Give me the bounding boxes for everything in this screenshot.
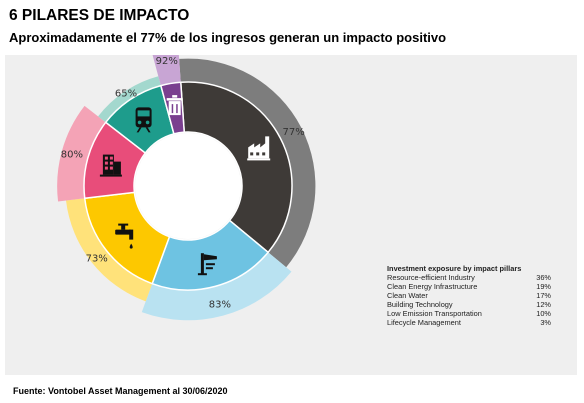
train-icon [135, 107, 152, 133]
legend-value: 36% [536, 273, 551, 283]
source-note: Fuente: Vontobel Asset Management al 30/… [13, 386, 228, 396]
donut-hole [135, 133, 241, 239]
legend-row: Lifecycle Management 3% [387, 317, 551, 328]
chart-subtitle: Aproximadamente el 77% de los ingresos g… [9, 30, 447, 45]
legend-row: Clean Water 17% [387, 291, 551, 301]
chart-title: 6 PILARES DE IMPACTO [9, 7, 190, 24]
impact-label-resource: 77% [282, 127, 304, 138]
legend: Investment exposure by impact pillars Re… [387, 264, 551, 328]
legend-label: Lifecycle Management [387, 317, 461, 327]
impact-label-lifecycle: 92% [156, 56, 178, 67]
legend-row: Building Technology 12% [387, 300, 551, 310]
impact-arc-clean-water [66, 198, 153, 302]
recycle-bin-icon [166, 95, 183, 116]
impact-arc-resource [179, 58, 316, 268]
impact-arc-lifecycle [152, 55, 181, 86]
building-icon [99, 154, 122, 177]
legend-label: Resource-efficient Industry [387, 273, 475, 283]
factory-icon [247, 136, 271, 161]
wind-turbine-icon [197, 253, 217, 276]
chart-panel: 77% 83% 73% 80% 65% 92% Investment exposure b… [5, 55, 577, 375]
impact-label-clean-energy: 83% [209, 299, 231, 310]
impact-label-building: 80% [61, 149, 83, 160]
legend-value: 19% [536, 282, 551, 292]
legend-label: Clean Water [387, 291, 428, 301]
legend-value: 17% [536, 291, 551, 301]
legend-label: Building Technology [387, 300, 453, 310]
impact-label-transport: 65% [115, 88, 137, 99]
legend-row: Clean Energy Infrastructure 19% [387, 282, 551, 292]
legend-value: 10% [536, 309, 551, 319]
legend-title: Investment exposure by impact pillars [387, 264, 522, 273]
legend-label: Clean Energy Infrastructure [387, 282, 478, 292]
donut-chart: 77% 83% 73% 80% 65% 92% [57, 55, 316, 321]
impact-label-clean-water: 73% [86, 254, 108, 265]
water-tap-icon [115, 223, 134, 249]
impact-arc-building [57, 105, 106, 202]
legend-value: 3% [540, 317, 551, 327]
legend-label: Low Emission Transportation [387, 309, 482, 319]
exposure-slice-resource [179, 81, 293, 254]
legend-row: Low Emission Transportation 10% [387, 309, 551, 319]
legend-value: 12% [536, 300, 551, 310]
legend-row: Resource-efficient Industry 36% [387, 274, 551, 283]
